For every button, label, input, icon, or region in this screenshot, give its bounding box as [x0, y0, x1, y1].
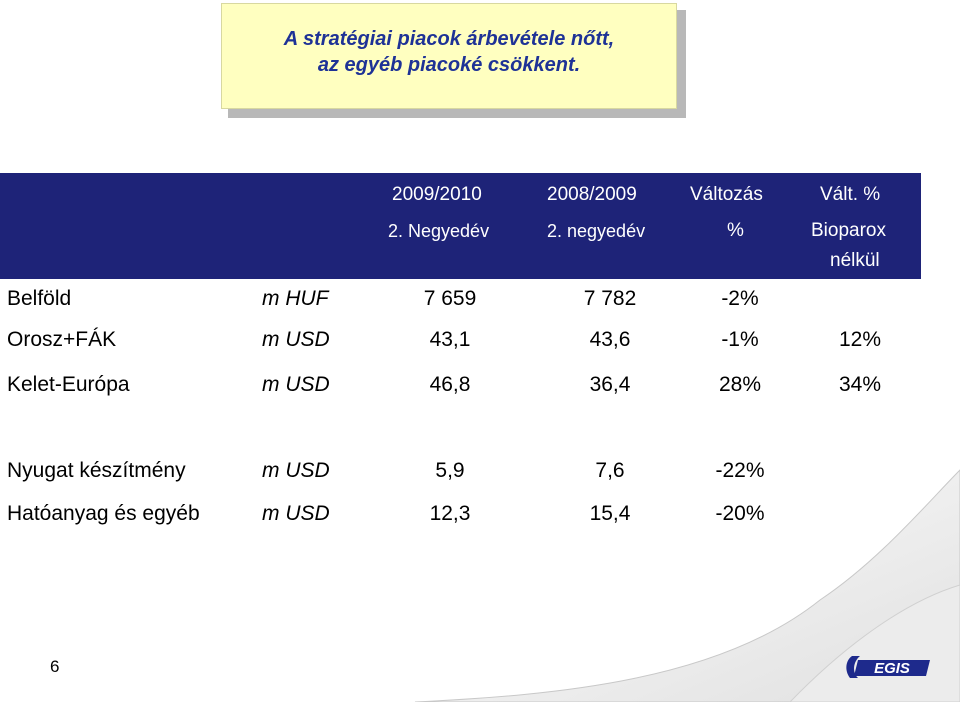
row-belfold-unit: m HUF — [262, 287, 329, 310]
row-hatoanyag-unit: m USD — [262, 502, 330, 525]
header-col4-without: nélkül — [830, 250, 880, 271]
header-col4-product: Bioparox — [811, 220, 886, 241]
row-belfold-v2: 7 782 — [583, 287, 637, 310]
header-col3-change: Változás — [690, 184, 763, 205]
row-keleteuropa-unit: m USD — [262, 373, 330, 396]
row-orosz-label: Orosz+FÁK — [7, 328, 117, 351]
header-col2-year: 2008/2009 — [547, 184, 637, 205]
title-line-1: A stratégiai piacok árbevétele nőtt, — [283, 28, 615, 50]
row-keleteuropa-v4: 34% — [838, 373, 882, 396]
egis-logo: EGIS — [846, 656, 930, 678]
page-number: 6 — [50, 657, 60, 676]
row-orosz-v3: -1% — [721, 328, 759, 351]
row-nyugat-label: Nyugat készítmény — [7, 459, 186, 482]
header-col1-year: 2009/2010 — [392, 184, 482, 205]
header-col1-quarter: 2. Negyedév — [388, 221, 490, 241]
header-col3-percent: % — [727, 220, 744, 241]
row-nyugat-v2: 7,6 — [595, 459, 625, 482]
row-belfold-label: Belföld — [7, 287, 72, 310]
row-belfold-v3: -2% — [721, 287, 759, 310]
title-box: A stratégiai piacok árbevétele nőtt, az … — [221, 3, 677, 109]
egis-logo-text: EGIS — [874, 660, 910, 677]
row-keleteuropa-v1: 46,8 — [429, 373, 471, 396]
row-keleteuropa-v2: 36,4 — [589, 373, 631, 396]
row-orosz-v4: 12% — [838, 328, 882, 351]
header-col4-change: Vált. % — [820, 184, 881, 205]
row-hatoanyag-label: Hatóanyag és egyéb — [7, 502, 200, 525]
row-orosz-v1: 43,1 — [429, 328, 471, 351]
header-col2-quarter: 2. negyedév — [547, 221, 646, 241]
row-nyugat-unit: m USD — [262, 459, 330, 482]
table-header-band — [0, 173, 921, 279]
title-line-2: az egyéb piacoké csökkent. — [317, 54, 581, 76]
row-keleteuropa-v3: 28% — [718, 373, 762, 396]
row-nyugat-v3: -22% — [715, 459, 765, 482]
row-hatoanyag-v2: 15,4 — [589, 502, 631, 525]
row-hatoanyag-v3: -20% — [715, 502, 765, 525]
row-nyugat-v1: 5,9 — [435, 459, 465, 482]
row-keleteuropa-label: Kelet-Európa — [7, 373, 130, 396]
row-orosz-unit: m USD — [262, 328, 330, 351]
row-orosz-v2: 43,6 — [589, 328, 631, 351]
row-hatoanyag-v1: 12,3 — [429, 502, 471, 525]
row-belfold-v1: 7 659 — [423, 287, 477, 310]
